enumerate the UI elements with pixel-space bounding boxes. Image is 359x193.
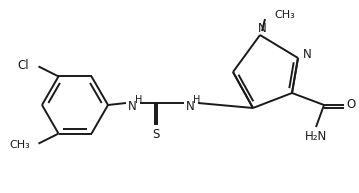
Text: H: H bbox=[135, 95, 143, 105]
Text: N: N bbox=[258, 21, 266, 35]
Text: Cl: Cl bbox=[18, 59, 29, 72]
Text: N: N bbox=[303, 48, 311, 62]
Text: CH₃: CH₃ bbox=[274, 10, 295, 20]
Text: O: O bbox=[346, 98, 356, 112]
Text: CH₃: CH₃ bbox=[10, 140, 31, 150]
Text: S: S bbox=[152, 128, 160, 141]
Text: N: N bbox=[128, 101, 136, 113]
Text: H₂N: H₂N bbox=[305, 130, 327, 144]
Text: H: H bbox=[193, 95, 201, 105]
Text: N: N bbox=[186, 101, 194, 113]
